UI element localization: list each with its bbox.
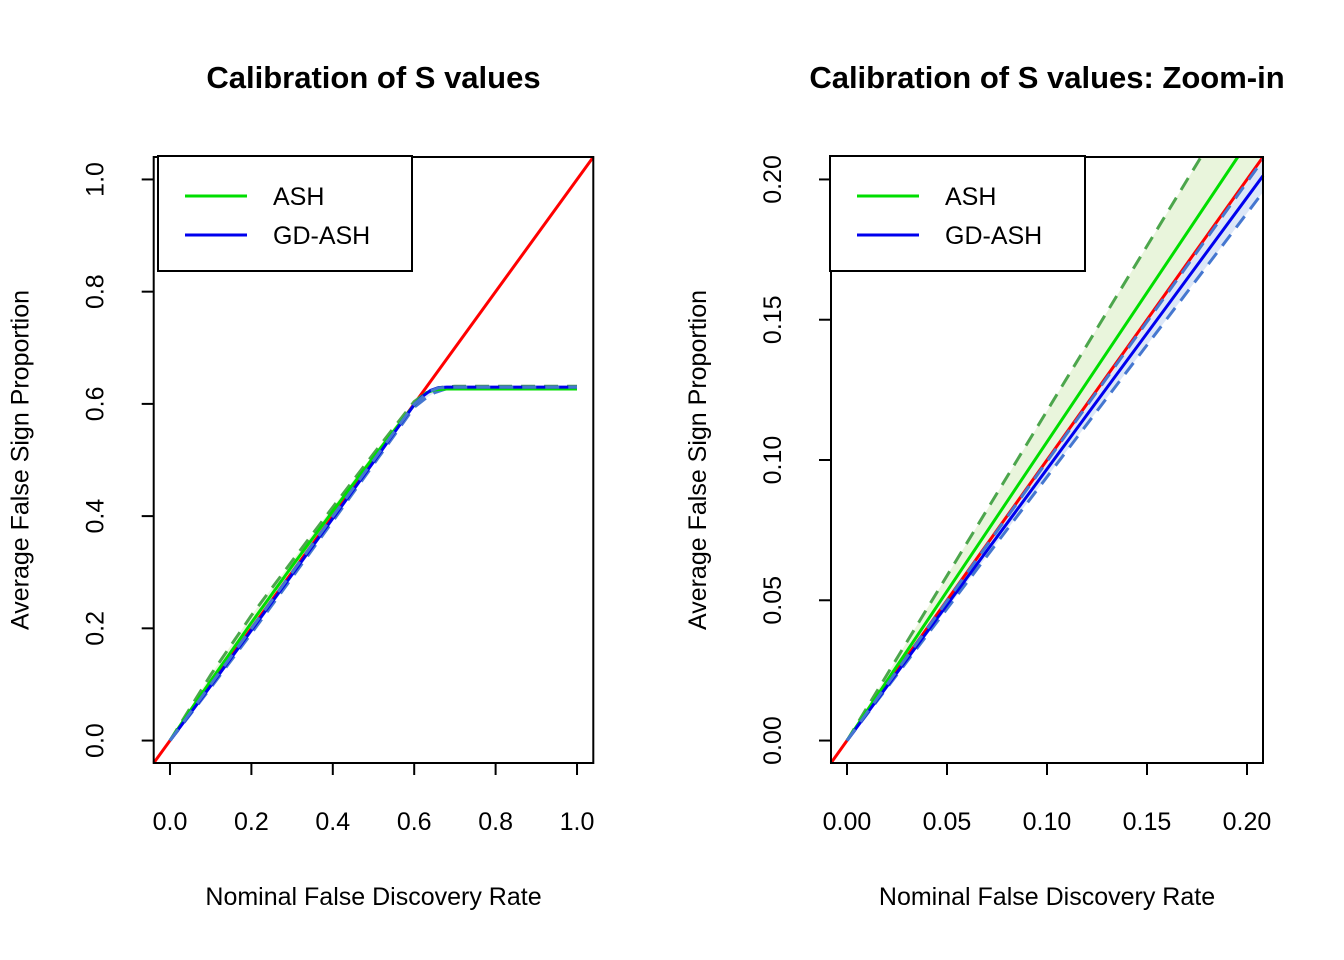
y-tick-label: 0.15 [759,295,787,344]
x-tick-label: 0.6 [397,808,432,836]
y-tick-label: 0.0 [82,723,110,758]
gdash-confidence-band [170,387,577,741]
plot-1: 0.00 0.05 0.10 0.15 0.20 0.00 0.05 0.10 0.15 0.20… [684,60,1285,911]
y-tick-label: 0.05 [759,576,787,625]
legend-box [157,155,413,272]
legend-label: GD-ASH [273,222,370,250]
legend-box [829,155,1086,272]
ash-line [845,156,1240,742]
ash-confidence-band [170,386,577,741]
x-tick-label: 0.10 [1023,808,1072,836]
gdash-line [168,385,577,742]
x-tick-label: 0.15 [1123,808,1172,836]
y-tick-label: 0.10 [759,436,787,485]
plot-0: 0.0 0.2 0.4 0.6 0.8 1.0 0.0 0.2 0.4 0.6 0.8 1.0 Nomi… [7,60,595,911]
y-axis-label: Average False Sign Proportion [7,290,35,630]
x-axis-label: Nominal False Discovery Rate [205,883,541,911]
legend: ASH GD-ASH [157,155,413,272]
y-tick-label: 0.2 [82,611,110,646]
y-tick-label: 0.00 [759,716,787,765]
plot-title: Calibration of S values [206,60,540,95]
gdash-upper-ci [845,158,1265,742]
y-axis-label: Average False Sign Proportion [684,290,712,630]
y-tick-label: 0.20 [759,155,787,204]
x-tick-label: 0.2 [234,808,269,836]
y-tick-label: 0.4 [82,499,110,534]
plot-title: Calibration of S values: Zoom-in [809,60,1284,95]
x-tick-label: 0.00 [823,808,872,836]
gdash-upper-ci [168,385,577,742]
ash-line [168,387,577,742]
x-tick-label: 0.20 [1223,808,1272,836]
legend-label: GD-ASH [945,222,1042,250]
x-tick-label: 0.8 [478,808,513,836]
y-tick-label: 1.0 [82,162,110,197]
x-tick-label: 1.0 [560,808,595,836]
ash-upper-ci [168,384,577,742]
x-axis-label: Nominal False Discovery Rate [879,883,1215,911]
x-tick-label: 0.4 [315,808,350,836]
gdash-lower-ci [168,387,577,742]
legend: ASH GD-ASH [829,155,1086,272]
legend-label: ASH [273,183,324,211]
legend-label: ASH [945,183,996,211]
x-tick-label: 0.0 [153,808,188,836]
y-tick-label: 0.8 [82,274,110,309]
gdash-line [845,174,1265,742]
y-tick-label: 0.6 [82,387,110,422]
x-tick-label: 0.05 [923,808,972,836]
